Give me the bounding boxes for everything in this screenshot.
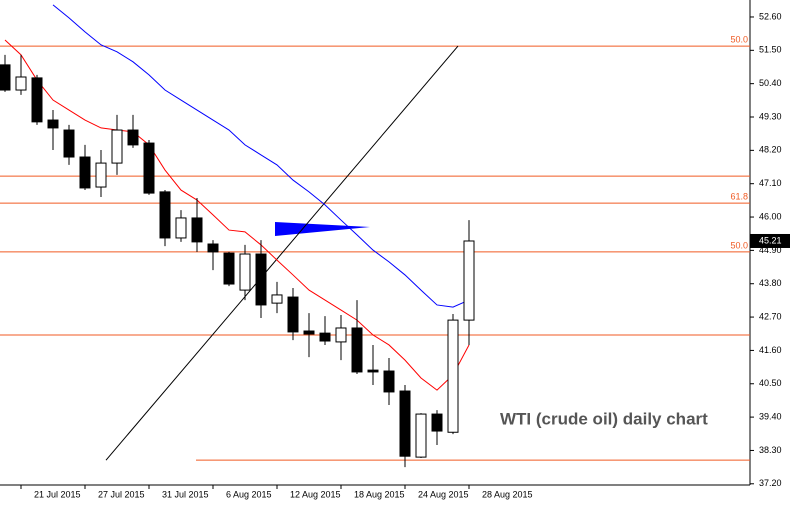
candle-body — [271, 294, 283, 304]
moving-average — [52, 4, 470, 308]
candle-body — [367, 369, 379, 373]
y-tick-label: 47.10 — [759, 178, 782, 188]
candle-body — [31, 77, 43, 123]
y-tick-label: 40.50 — [759, 378, 782, 388]
candle-body — [127, 129, 139, 146]
candle-body — [351, 327, 363, 373]
candle-body — [431, 413, 443, 432]
candle-body — [319, 332, 331, 342]
candle-body — [207, 243, 219, 253]
x-tick-label: 12 Aug 2015 — [290, 489, 341, 499]
candle-body — [143, 142, 155, 194]
y-tick-label: 51.50 — [759, 45, 782, 55]
candle-body — [447, 319, 459, 433]
candle-body — [15, 76, 27, 91]
arrow-marker — [275, 222, 370, 236]
candle-body — [111, 129, 123, 164]
y-tick-label: 43.80 — [759, 278, 782, 288]
y-tick-label: 42.70 — [759, 311, 782, 321]
candle-body — [287, 296, 299, 333]
candle-body — [159, 191, 171, 239]
candle-body — [63, 129, 75, 158]
x-tick-label: 27 Jul 2015 — [98, 489, 145, 499]
candle-body — [239, 253, 251, 291]
x-tick-label: 6 Aug 2015 — [226, 489, 272, 499]
candle-body — [47, 119, 59, 129]
candle-body — [383, 370, 395, 393]
price-tag-label: 45.21 — [759, 235, 782, 245]
y-tick-label: 48.20 — [759, 145, 782, 155]
level-label: 61.8 — [730, 191, 748, 201]
y-tick-label: 50.40 — [759, 78, 782, 88]
trend-line — [105, 45, 459, 461]
candle-body — [223, 252, 235, 285]
level-label: 50.0 — [730, 240, 748, 250]
candle-body — [95, 162, 107, 188]
x-tick-label: 18 Aug 2015 — [354, 489, 405, 499]
candle-body — [79, 156, 91, 189]
x-tick-label: 24 Aug 2015 — [418, 489, 469, 499]
x-tick-label: 21 Jul 2015 — [34, 489, 81, 499]
candle-body — [335, 327, 347, 343]
candle-body — [175, 217, 187, 239]
candle-body — [399, 390, 411, 457]
y-tick-label: 52.60 — [759, 11, 782, 21]
y-tick-label: 46.00 — [759, 211, 782, 221]
x-tick-label: 31 Jul 2015 — [162, 489, 209, 499]
y-tick-label: 41.60 — [759, 345, 782, 355]
y-tick-label: 37.20 — [759, 478, 782, 488]
price-tag — [750, 233, 790, 248]
candle-body — [0, 64, 11, 91]
y-tick-label: 38.30 — [759, 445, 782, 455]
candle-body — [463, 240, 475, 321]
level-label: 50.0 — [730, 34, 748, 44]
y-tick-label: 49.30 — [759, 111, 782, 121]
y-tick-label: 44.90 — [759, 245, 782, 255]
candle-body — [191, 217, 203, 243]
x-tick-label: 28 Aug 2015 — [482, 489, 533, 499]
moving-average — [4, 39, 470, 391]
candle-body — [415, 413, 427, 458]
candle-body — [255, 253, 267, 306]
y-tick-label: 39.40 — [759, 411, 782, 421]
chart-annotation: WTI (crude oil) daily chart — [500, 409, 708, 428]
candle-body — [303, 330, 315, 335]
